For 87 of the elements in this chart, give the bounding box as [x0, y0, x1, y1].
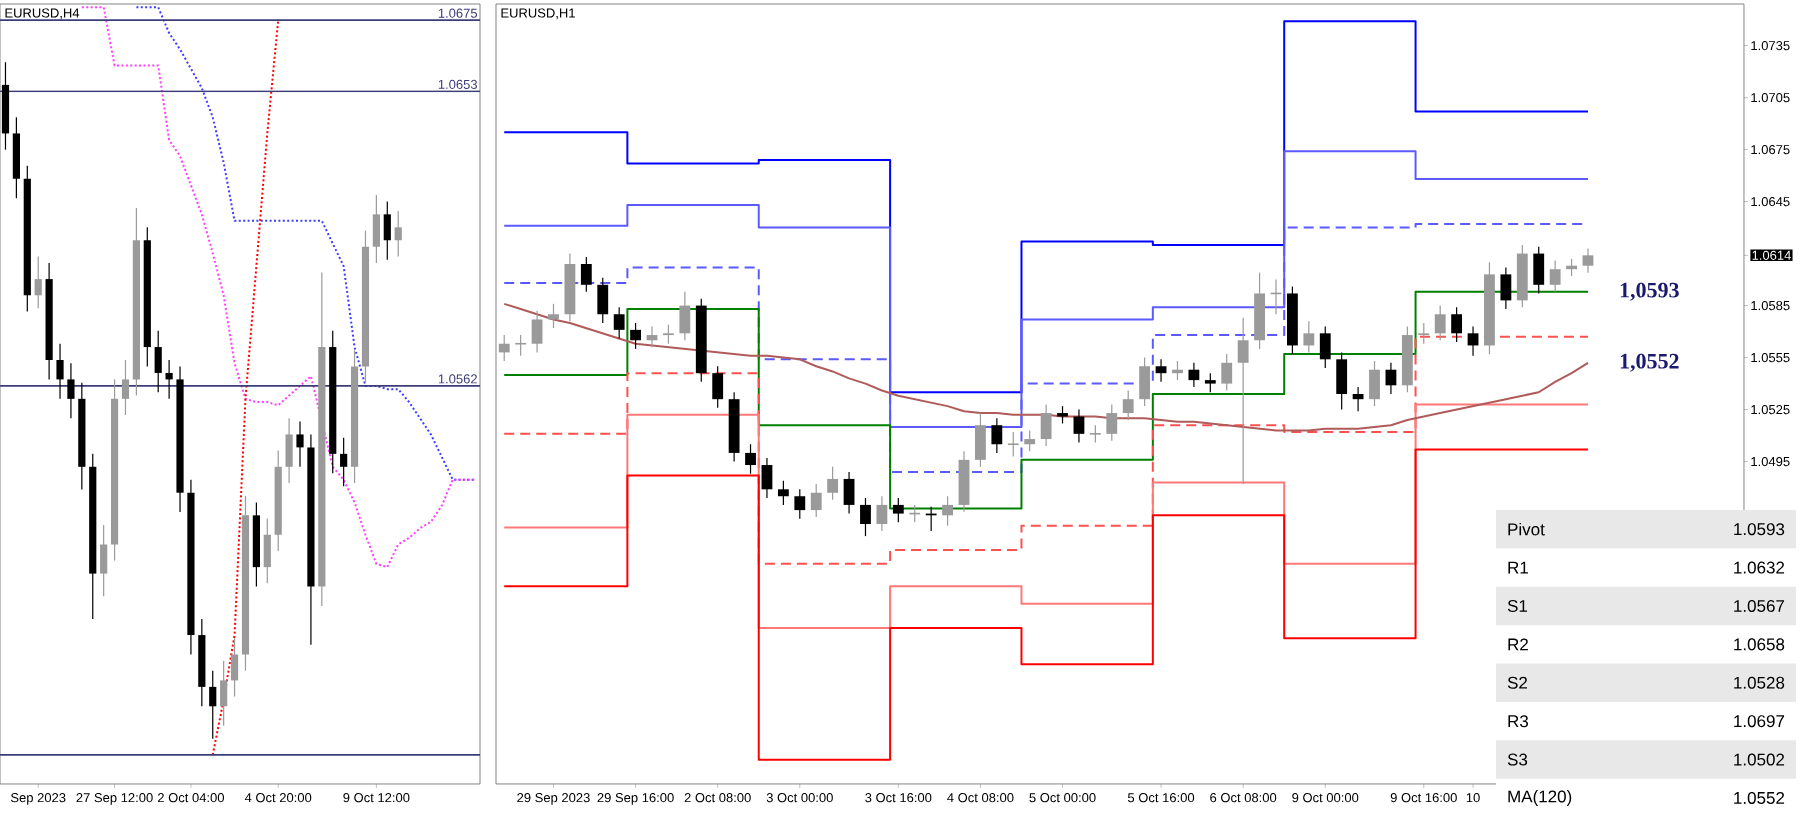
candlestick	[745, 443, 756, 475]
candlestick	[1254, 272, 1265, 350]
candlestick	[1106, 403, 1118, 442]
candlestick	[296, 420, 304, 468]
annotation: 1.0593	[1734, 523, 1785, 536]
candlestick	[1418, 322, 1430, 345]
candlestick	[34, 255, 42, 309]
candlestick	[1319, 325, 1331, 369]
candlestick	[154, 330, 162, 393]
candlestick	[514, 334, 527, 357]
candlestick	[777, 480, 789, 506]
candlestick	[209, 670, 217, 740]
candlestick	[580, 256, 592, 293]
candlestick	[220, 660, 228, 727]
candlestick	[1336, 351, 1348, 411]
annotation: 1.0502	[1734, 753, 1785, 766]
candlestick	[1237, 317, 1249, 485]
candlestick	[383, 200, 391, 261]
annotation: S1	[1507, 599, 1528, 612]
candlestick	[876, 495, 888, 532]
candlestick	[991, 417, 1003, 454]
text: 1.0552	[1734, 791, 1785, 804]
candlestick	[548, 303, 559, 329]
candlestick	[67, 362, 75, 419]
text: MA(120)	[1508, 790, 1572, 806]
candlestick	[1352, 386, 1364, 412]
candlestick	[630, 322, 642, 350]
candlestick	[1188, 362, 1200, 388]
candlestick	[1500, 266, 1512, 310]
annotation: R1	[1508, 561, 1528, 574]
candlestick	[942, 495, 953, 527]
candlestick	[1434, 304, 1446, 341]
candlestick	[230, 637, 239, 698]
candlestick	[394, 210, 402, 258]
candlestick	[263, 517, 271, 584]
annotation: R3	[1508, 715, 1529, 728]
annotation: R2	[1508, 638, 1528, 651]
data-label: 1,0593	[1620, 282, 1679, 301]
annotation: 1.0658	[1734, 638, 1785, 651]
candlestick	[679, 291, 691, 341]
annotation: S3	[1507, 753, 1528, 766]
candlestick	[1533, 246, 1545, 295]
candlestick	[1204, 372, 1216, 393]
candlestick	[827, 466, 839, 501]
candlestick	[1040, 403, 1052, 447]
candlestick	[1024, 429, 1036, 452]
candlestick	[1582, 247, 1594, 274]
candlestick	[1122, 389, 1134, 421]
candlestick	[1467, 325, 1479, 357]
candlestick	[663, 324, 674, 345]
annotation: 1.0528	[1734, 676, 1785, 689]
candlestick	[597, 277, 609, 324]
annotation: 1.0632	[1734, 561, 1785, 574]
candlestick	[1007, 431, 1020, 457]
annotation: 1.0567	[1734, 599, 1785, 612]
candlestick	[794, 488, 806, 520]
candlestick	[712, 365, 724, 409]
candlestick	[372, 194, 380, 264]
candlestick	[1369, 360, 1380, 407]
candlestick	[340, 437, 348, 487]
candlestick	[975, 412, 986, 468]
candlestick	[1516, 244, 1528, 308]
candlestick	[531, 310, 543, 353]
candlestick	[1139, 356, 1151, 407]
candlestick	[860, 497, 871, 537]
candlestick	[100, 524, 108, 597]
candlestick	[285, 417, 293, 484]
candlestick	[12, 116, 20, 199]
annotation: 1.0697	[1734, 715, 1785, 728]
data-label: 1,0552	[1620, 353, 1679, 372]
candlestick	[892, 497, 904, 523]
candlestick	[843, 471, 855, 515]
candlestick	[1303, 320, 1315, 353]
candlestick	[56, 343, 64, 400]
annotation: S2	[1507, 676, 1527, 689]
candlestick	[498, 334, 510, 362]
candlestick	[1549, 259, 1561, 293]
candlestick	[958, 450, 970, 513]
annotation: Pivot	[1508, 522, 1545, 536]
candlestick	[1155, 358, 1167, 383]
candlestick	[1073, 408, 1085, 444]
candlestick	[1221, 353, 1233, 392]
candlestick	[810, 483, 822, 518]
candlestick	[1451, 306, 1463, 343]
candlestick	[761, 457, 773, 499]
candlestick	[613, 306, 625, 340]
candlestick	[121, 359, 130, 416]
